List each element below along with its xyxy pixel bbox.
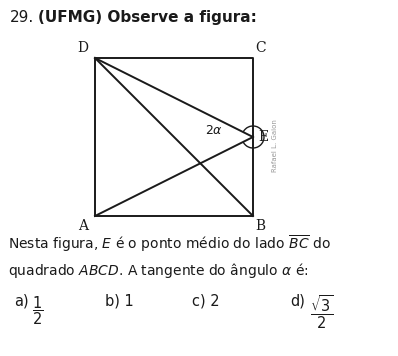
- Text: (UFMG) Observe a figura:: (UFMG) Observe a figura:: [38, 10, 257, 25]
- Text: B: B: [255, 219, 265, 233]
- Text: C: C: [255, 41, 266, 55]
- Text: A: A: [78, 219, 88, 233]
- Text: $\dfrac{1}{2}$: $\dfrac{1}{2}$: [32, 294, 43, 326]
- Text: D: D: [77, 41, 88, 55]
- Text: E: E: [259, 130, 269, 144]
- Text: d): d): [290, 294, 305, 309]
- Text: $2\alpha$: $2\alpha$: [205, 125, 223, 137]
- Text: a): a): [14, 294, 29, 309]
- Text: Rafael L. Gaion: Rafael L. Gaion: [272, 120, 278, 172]
- Text: 29.: 29.: [10, 10, 34, 25]
- Text: c) 2: c) 2: [192, 294, 220, 309]
- Text: b) 1: b) 1: [105, 294, 134, 309]
- Text: $\dfrac{\sqrt{3}}{2}$: $\dfrac{\sqrt{3}}{2}$: [310, 294, 334, 331]
- Text: Nesta figura, $E$ é o ponto médio do lado $\overline{BC}$ do
quadrado $ABCD$. A : Nesta figura, $E$ é o ponto médio do lad…: [8, 234, 331, 281]
